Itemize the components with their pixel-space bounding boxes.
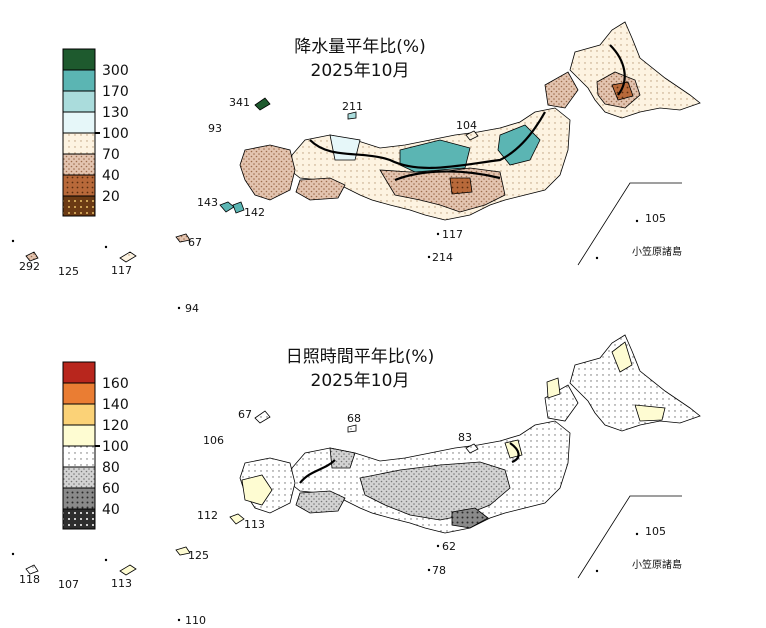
sunshine-japan-outline: [239, 334, 701, 534]
legend-swatch-40: [62, 487, 96, 510]
legend-swatch-100: [62, 111, 96, 134]
station-value: 341: [229, 96, 250, 109]
legend-label: 60: [102, 481, 120, 497]
inset-name: 小笠原諸島: [632, 558, 682, 571]
sunshine-station-values: 67 68 106 83 112 113 62 78 105 118 107 1…: [11, 408, 666, 627]
station-value: 107: [58, 578, 79, 591]
legend-label: 160: [102, 376, 129, 392]
sunshine-islands: [25, 410, 479, 576]
station-value: 104: [456, 119, 477, 132]
station-value: 142: [244, 206, 265, 219]
station-value: 125: [188, 549, 209, 562]
precip-legend: 300 170 130 100 70 40 20: [62, 48, 129, 217]
precip-subtitle: 2025年10月: [311, 61, 410, 81]
station-value: 112: [197, 509, 218, 522]
station-value: 83: [458, 431, 472, 444]
station-value: 292: [19, 260, 40, 273]
precip-ogasawara-inset: 小笠原諸島: [577, 182, 682, 266]
precip-title: 降水量平年比(%): [294, 37, 425, 57]
precip-islands: [25, 97, 479, 263]
precip-japan-outline: [239, 21, 701, 221]
precipitation-map: 降水量平年比(%) 2025年10月 300 170 130 100 70 40…: [11, 21, 701, 315]
station-value: 117: [111, 264, 132, 277]
legend-swatch-0: [62, 508, 96, 530]
legend-label: 20: [102, 189, 120, 205]
sunshine-legend: 160 140 120 100 80 60 40: [62, 361, 129, 530]
legend-swatch-170: [62, 69, 96, 92]
legend-swatch-120: [62, 403, 96, 426]
legend-swatch-60: [62, 466, 96, 489]
precip-station-values: 341 211 93 104 143 142 117 214 105 292 1…: [11, 96, 666, 315]
legend-label: 130: [102, 105, 129, 121]
legend-label: 40: [102, 168, 120, 184]
legend-swatch-160: [62, 361, 96, 384]
legend-label: 300: [102, 63, 129, 79]
station-value: 105: [645, 525, 666, 538]
station-value: 117: [442, 228, 463, 241]
station-value: 105: [645, 212, 666, 225]
legend-swatch-70: [62, 132, 96, 155]
station-value: 211: [342, 100, 363, 113]
legend-swatch-40: [62, 153, 96, 176]
legend-label: 70: [102, 147, 120, 163]
station-value: 68: [347, 412, 361, 425]
station-value: 67: [238, 408, 252, 421]
sunshine-ogasawara-inset: 小笠原諸島: [577, 495, 682, 579]
legend-swatch-20: [62, 174, 96, 197]
station-value: 113: [244, 518, 265, 531]
legend-swatch-140: [62, 382, 96, 405]
sunshine-map: 日照時間平年比(%) 2025年10月 160 140 120 100 80 6…: [11, 334, 701, 627]
legend-swatch-130: [62, 90, 96, 113]
legend-swatch-300: [62, 48, 96, 71]
station-value: 118: [19, 573, 40, 586]
legend-label: 120: [102, 418, 129, 434]
legend-label: 100: [102, 439, 129, 455]
station-value: 62: [442, 540, 456, 553]
legend-label: 100: [102, 126, 129, 142]
inset-name: 小笠原諸島: [632, 245, 682, 258]
station-value: 78: [432, 564, 446, 577]
legend-label: 80: [102, 460, 120, 476]
station-value: 94: [185, 302, 199, 315]
station-value: 214: [432, 251, 453, 264]
legend-swatch-80: [62, 445, 96, 468]
legend-swatch-100: [62, 424, 96, 447]
legend-swatch-0: [62, 195, 96, 217]
legend-label: 140: [102, 397, 129, 413]
station-value: 113: [111, 577, 132, 590]
station-value: 106: [203, 434, 224, 447]
station-value: 143: [197, 196, 218, 209]
station-value: 125: [58, 265, 79, 278]
station-value: 93: [208, 122, 222, 135]
sunshine-title: 日照時間平年比(%): [286, 347, 434, 367]
sunshine-subtitle: 2025年10月: [311, 371, 410, 391]
legend-label: 40: [102, 502, 120, 518]
station-value: 67: [188, 236, 202, 249]
station-value: 110: [185, 614, 206, 627]
legend-label: 170: [102, 84, 129, 100]
